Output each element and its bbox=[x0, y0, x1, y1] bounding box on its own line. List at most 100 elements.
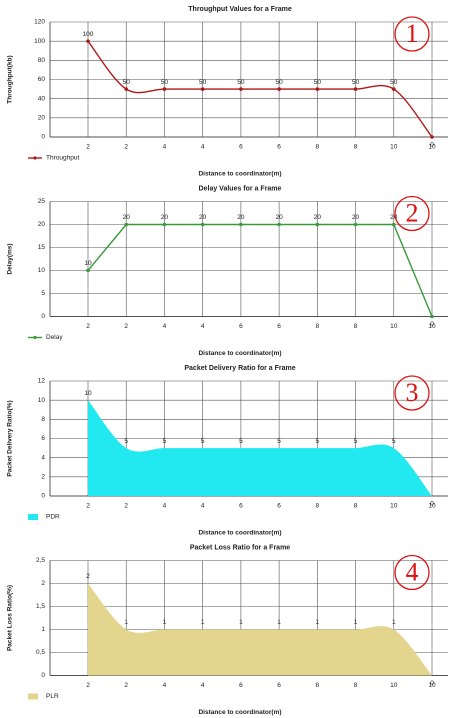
data-label: 20 bbox=[390, 214, 398, 221]
data-label: 50 bbox=[123, 79, 131, 86]
legend-label: PLR bbox=[46, 693, 59, 700]
data-label: 50 bbox=[199, 79, 207, 86]
x-tick-label: 10 bbox=[390, 144, 398, 151]
data-label: 50 bbox=[237, 79, 245, 86]
x-tick-label: 10 bbox=[428, 503, 436, 510]
x-tick-label: 4 bbox=[163, 144, 167, 151]
line bbox=[87, 223, 433, 317]
badge-number: 3 bbox=[406, 378, 419, 407]
x-tick-label: 10 bbox=[390, 503, 398, 510]
x-tick-label: 4 bbox=[201, 144, 205, 151]
x-tick-label: 10 bbox=[428, 144, 436, 151]
data-label: 0 bbox=[430, 680, 434, 687]
data-label: 5 bbox=[163, 438, 167, 445]
x-tick-label: 10 bbox=[428, 323, 436, 330]
data-label: 0 bbox=[430, 501, 434, 508]
data-label: 5 bbox=[277, 438, 281, 445]
point-marker bbox=[315, 87, 320, 91]
data-label: 20 bbox=[199, 214, 207, 221]
data-label: 50 bbox=[390, 79, 398, 86]
data-label: 20 bbox=[352, 214, 360, 221]
point-marker bbox=[239, 222, 243, 227]
data-label: 1 bbox=[316, 619, 320, 626]
y-tick-label: 0 bbox=[41, 134, 45, 141]
data-label: 10 bbox=[84, 260, 92, 267]
x-tick-label: 8 bbox=[316, 503, 320, 510]
data-label: 20 bbox=[314, 214, 322, 221]
x-tick-label: 2 bbox=[124, 503, 128, 510]
x-tick-label: 8 bbox=[354, 323, 358, 330]
badge-number: 4 bbox=[406, 557, 419, 586]
point-marker bbox=[430, 314, 434, 319]
point-marker bbox=[353, 222, 358, 227]
y-tick-label: 6 bbox=[41, 435, 45, 442]
data-label: 20 bbox=[237, 214, 245, 221]
legend-label: Throughput bbox=[46, 155, 79, 162]
point-marker bbox=[86, 268, 90, 273]
y-tick-label: 80 bbox=[38, 57, 46, 64]
x-axis-title: Distance to coordinator(m) bbox=[198, 709, 281, 716]
x-tick-label: 10 bbox=[390, 323, 398, 330]
badge-circle bbox=[394, 375, 430, 411]
chart-panel: Packet Delivery Ratio for a Frame Packet … bbox=[7, 365, 448, 537]
y-tick-label: 1 bbox=[41, 626, 45, 633]
point-marker bbox=[86, 39, 90, 43]
legend-marker bbox=[33, 335, 37, 340]
y-tick-label: 2,5 bbox=[36, 557, 45, 564]
data-label: 1 bbox=[277, 619, 281, 626]
data-label: 50 bbox=[275, 79, 283, 86]
y-tick-label: 0 bbox=[41, 672, 45, 679]
data-label: 5 bbox=[354, 438, 358, 445]
data-label: 100 bbox=[83, 31, 94, 38]
point-marker bbox=[391, 222, 396, 227]
y-tick-label: 2 bbox=[41, 580, 45, 587]
x-tick-label: 4 bbox=[163, 323, 167, 330]
legend-swatch bbox=[28, 514, 38, 520]
data-label: 0 bbox=[430, 321, 434, 328]
point-marker bbox=[277, 87, 281, 91]
data-label: 2 bbox=[86, 573, 90, 580]
data-label: 0 bbox=[430, 142, 434, 149]
x-tick-label: 6 bbox=[239, 503, 243, 510]
data-label: 20 bbox=[161, 214, 169, 221]
data-label: 5 bbox=[124, 438, 128, 445]
chart-title: Throughput Values for a Frame bbox=[188, 6, 292, 13]
y-tick-label: 0 bbox=[41, 493, 45, 500]
x-tick-label: 10 bbox=[428, 682, 436, 689]
badge-number: 2 bbox=[406, 198, 419, 227]
area bbox=[88, 583, 432, 676]
x-tick-label: 10 bbox=[390, 682, 398, 689]
data-label: 1 bbox=[354, 619, 358, 626]
y-tick-label: 120 bbox=[34, 19, 45, 26]
y-tick-label: 40 bbox=[38, 95, 46, 102]
x-tick-label: 2 bbox=[124, 323, 128, 330]
data-label: 5 bbox=[201, 438, 205, 445]
point-marker bbox=[353, 87, 358, 91]
area bbox=[88, 400, 432, 496]
x-tick-label: 6 bbox=[277, 144, 281, 151]
y-tick-label: 25 bbox=[38, 198, 46, 205]
y-tick-label: 20 bbox=[38, 221, 46, 228]
data-label: 50 bbox=[161, 79, 169, 86]
data-label: 1 bbox=[163, 619, 167, 626]
badge-circle bbox=[394, 16, 430, 52]
data-label: 5 bbox=[239, 438, 243, 445]
x-tick-label: 2 bbox=[124, 144, 128, 151]
x-tick-label: 6 bbox=[239, 144, 243, 151]
chart-title: Packet Delivery Ratio for a Frame bbox=[184, 365, 295, 372]
data-label: 50 bbox=[314, 79, 322, 86]
y-tick-label: 0,5 bbox=[36, 649, 45, 656]
x-tick-label: 6 bbox=[277, 503, 281, 510]
data-label: 1 bbox=[201, 619, 205, 626]
x-tick-label: 4 bbox=[201, 682, 205, 689]
chart-panel: Delay Values for a Frame Delay(ms) Distanc… bbox=[7, 185, 448, 357]
x-tick-label: 4 bbox=[163, 682, 167, 689]
x-tick-label: 8 bbox=[354, 503, 358, 510]
point-marker bbox=[277, 222, 281, 227]
data-label: 1 bbox=[124, 619, 128, 626]
badge-circle bbox=[394, 554, 430, 591]
y-tick-label: 100 bbox=[34, 38, 45, 45]
x-tick-label: 2 bbox=[86, 503, 90, 510]
x-tick-label: 8 bbox=[316, 323, 320, 330]
badge-circle bbox=[394, 195, 430, 232]
